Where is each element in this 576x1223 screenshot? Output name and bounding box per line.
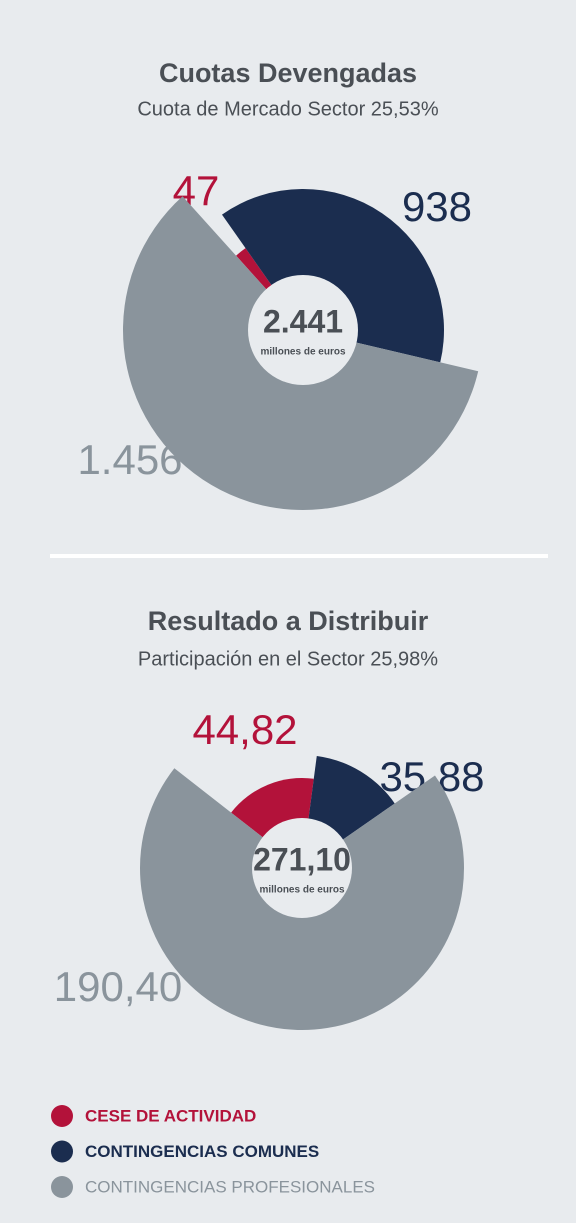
legend-label: CONTINGENCIAS PROFESIONALES — [85, 1177, 375, 1196]
center-circle — [248, 275, 358, 385]
chart-subtitle: Cuota de Mercado Sector 25,53% — [137, 98, 439, 120]
center-total: 2.441 — [263, 303, 343, 339]
value-label: 1.456 — [77, 436, 182, 483]
legend-label: CONTINGENCIAS COMUNES — [85, 1142, 319, 1161]
center-total: 271,10 — [253, 841, 351, 877]
chart-title: Resultado a Distribuir — [148, 606, 429, 636]
legend-swatch — [51, 1140, 73, 1163]
center-note: millones de euros — [259, 885, 344, 896]
value-label: 44,82 — [192, 706, 297, 753]
value-label: 190,40 — [54, 963, 182, 1010]
center-circle — [252, 818, 352, 918]
legend-label: CESE DE ACTIVIDAD — [85, 1106, 256, 1125]
legend-swatch — [51, 1176, 73, 1198]
center-note: millones de euros — [260, 347, 345, 358]
chart-title: Cuotas Devengadas — [159, 58, 417, 88]
chart-subtitle: Participación en el Sector 25,98% — [138, 648, 438, 670]
legend-swatch — [51, 1105, 73, 1127]
value-label: 938 — [402, 183, 472, 230]
pie-slice — [221, 189, 444, 363]
